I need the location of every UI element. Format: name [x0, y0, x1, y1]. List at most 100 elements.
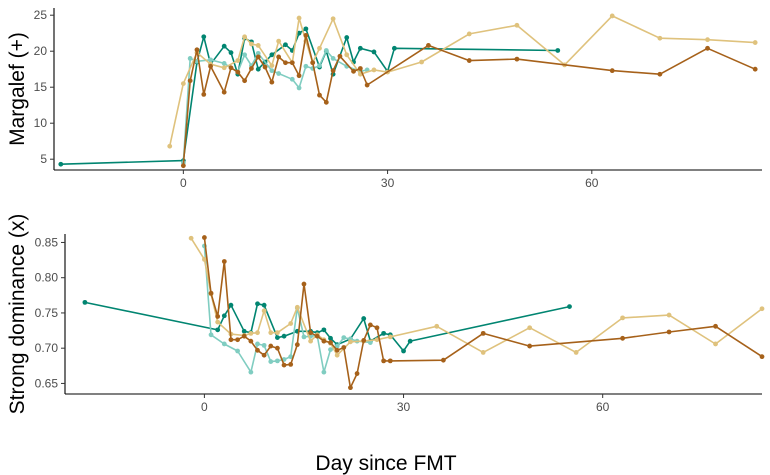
data-point [235, 337, 240, 343]
series-line [168, 15, 757, 147]
data-point [666, 329, 672, 335]
y-tick-label: 0.85 [35, 235, 59, 249]
data-point [180, 163, 186, 169]
data-point [288, 321, 294, 326]
data-point [201, 92, 207, 97]
data-point [344, 35, 350, 40]
data-point [301, 281, 307, 287]
data-point [419, 59, 425, 65]
data-point [202, 256, 207, 262]
data-point [361, 316, 367, 321]
data-point [255, 341, 260, 347]
data-point [194, 47, 200, 53]
data-point [387, 334, 393, 340]
data-point [480, 350, 486, 355]
data-point [303, 26, 309, 32]
data-point [374, 325, 380, 331]
data-point [269, 63, 275, 68]
data-point [759, 354, 765, 360]
data-point [357, 66, 363, 71]
data-point [334, 352, 340, 358]
data-point [221, 259, 227, 264]
data-point [401, 348, 406, 354]
data-point [235, 69, 241, 75]
x-tick-label: 0 [180, 176, 187, 190]
data-point [235, 58, 241, 63]
y-axis-title: Strong dominance (x) [6, 214, 29, 415]
data-point [221, 89, 227, 95]
data-point [296, 73, 302, 79]
data-point [268, 343, 274, 349]
data-point [713, 323, 718, 329]
data-point [434, 323, 440, 329]
data-point [381, 330, 387, 336]
data-point [317, 63, 322, 68]
y-tick-label: 20 [34, 44, 48, 58]
data-point [261, 342, 267, 348]
data-point [609, 68, 615, 74]
data-point [289, 76, 295, 82]
data-point [440, 357, 446, 363]
data-point [348, 385, 353, 391]
x-tick-label: 30 [381, 176, 395, 190]
data-point [620, 315, 625, 321]
data-point [248, 338, 254, 344]
data-point [201, 34, 207, 40]
series-0 [82, 299, 572, 354]
data-point [705, 37, 710, 43]
data-point [514, 56, 520, 62]
series-line [203, 236, 763, 389]
series-line [203, 245, 372, 373]
y-tick-label: 5 [40, 152, 47, 166]
data-point [208, 290, 214, 296]
data-point [296, 30, 302, 36]
data-point [361, 338, 367, 343]
data-point [317, 45, 322, 51]
data-point [275, 335, 280, 341]
data-point [344, 52, 350, 58]
data-point [752, 66, 758, 72]
data-point [228, 302, 234, 308]
data-point [374, 337, 380, 343]
data-point [276, 38, 282, 44]
data-point [387, 358, 393, 364]
series-line [84, 301, 571, 352]
data-point [303, 63, 309, 69]
series-line [182, 34, 757, 167]
data-point [228, 337, 234, 343]
data-point [275, 358, 280, 364]
data-point [514, 22, 520, 28]
data-point [367, 322, 373, 328]
data-point [249, 66, 254, 71]
data-point [221, 313, 227, 319]
data-point [330, 68, 336, 74]
data-point [527, 343, 533, 349]
panel-strong-dominance: 0.65 0.70 0.75 0.80 0.85 0 30 60 Strong dominanc… [6, 214, 765, 415]
data-point [221, 65, 227, 71]
y-tick-label: 25 [34, 8, 48, 22]
data-point [391, 45, 397, 51]
y-tick-label: 10 [34, 116, 48, 130]
data-point [202, 235, 207, 240]
data-point [242, 78, 248, 84]
data-point [330, 16, 336, 22]
data-point [314, 333, 320, 339]
data-point [261, 302, 267, 308]
data-point [281, 362, 287, 368]
data-point [341, 345, 347, 350]
data-point [351, 68, 356, 74]
data-point [228, 65, 234, 71]
data-point [275, 330, 280, 336]
data-point [323, 48, 329, 53]
y-axis-title: Margalef (+) [6, 32, 29, 146]
data-point [657, 35, 663, 41]
data-point [328, 340, 333, 345]
data-point [242, 52, 248, 58]
data-point [187, 56, 193, 61]
data-point [466, 58, 472, 63]
data-point [759, 306, 765, 312]
data-point [215, 314, 221, 319]
series-3 [202, 235, 765, 391]
data-point [283, 42, 288, 48]
data-point [275, 345, 280, 351]
